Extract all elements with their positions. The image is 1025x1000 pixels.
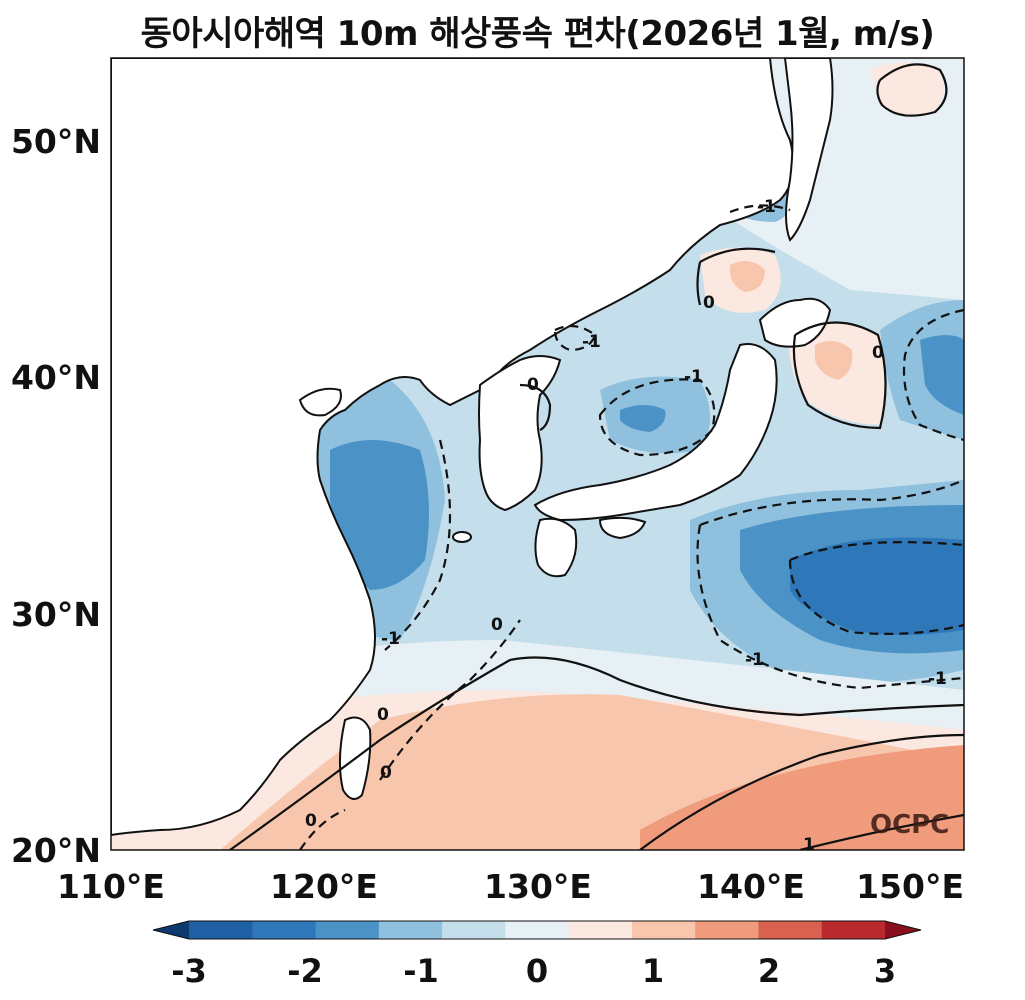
- contour-label: -1: [928, 669, 947, 689]
- colorbar-bin: [252, 921, 317, 939]
- colorbar-tick-label: 3: [874, 952, 896, 990]
- field-pos-northeast: [870, 62, 944, 117]
- lon-axis: 110°E 120°E 130°E 140°E 150°E: [57, 867, 964, 906]
- contour-zero-korea: [519, 383, 552, 431]
- colorbar-bin: [442, 921, 506, 939]
- contour-label: -1: [757, 197, 776, 217]
- colorbar-bin: [568, 921, 633, 939]
- contour-zero-hokkaido: [696, 247, 776, 306]
- land-jeju: [452, 531, 472, 543]
- land-mainland: [111, 58, 795, 837]
- contour-zero-south: [229, 656, 964, 850]
- contour-zero-ryukyu: [379, 619, 521, 781]
- contour-zero-taiwan: [299, 808, 346, 850]
- land-sakhalin: [783, 58, 834, 242]
- contour-neg-bohai: [553, 324, 597, 352]
- contours: [229, 63, 964, 850]
- contour-label: -1: [381, 629, 400, 649]
- contour-neg-eastsea: [598, 378, 716, 457]
- field-pos-hokkaido-core: [729, 261, 765, 292]
- colorbar-tick-label: 0: [526, 952, 548, 990]
- colorbar-ticks: -3 -2 -1 0 1 2 3: [171, 952, 896, 990]
- field-pos-south-core: [640, 745, 964, 850]
- field-neg-east: [880, 300, 964, 440]
- colorbar-tick-label: -3: [171, 952, 207, 990]
- lon-tick-label: 110°E: [57, 867, 165, 906]
- contour-neg-south: [696, 478, 964, 690]
- field-neg-southjapan-core: [790, 537, 964, 635]
- contour-one-se: [799, 813, 964, 850]
- lon-tick-label: 150°E: [856, 867, 964, 906]
- contour-label-group: -1 0 -1 0 -1 0 -1 -1 -1 0 0 0 0 1: [305, 197, 947, 855]
- contour-label: 0: [527, 375, 539, 395]
- colorbar-bin: [758, 921, 823, 939]
- contour-neg-okhotsk: [729, 204, 791, 214]
- contour-label: 0: [305, 811, 317, 831]
- lon-tick-label: 120°E: [270, 867, 378, 906]
- colorbar-outline: [152, 920, 922, 940]
- land-hokkaido: [758, 297, 832, 348]
- contour-zero-pacific: [792, 321, 887, 430]
- contour-label: 0: [377, 705, 389, 725]
- colorbar-extend-low: [153, 921, 189, 939]
- colorbar-extend-high: [885, 921, 921, 939]
- contour-label: 0: [491, 615, 503, 635]
- ocpc-watermark: OCPC: [870, 810, 949, 840]
- land-kyushu: [534, 517, 578, 578]
- lon-tick-label: 130°E: [484, 867, 592, 906]
- colorbar-bin: [378, 921, 443, 939]
- field-pos-pacific-core: [815, 341, 853, 380]
- land: [111, 58, 834, 837]
- lat-tick-label: 40°N: [11, 358, 101, 397]
- contour-label: -1: [745, 650, 764, 670]
- contour-label: 0: [380, 763, 392, 783]
- contour-one-south: [639, 733, 964, 850]
- colorbar-tick-label: 2: [758, 952, 780, 990]
- colorbar-bin: [315, 921, 380, 939]
- contour-label: 1: [803, 835, 815, 855]
- contour-neg-core: [788, 541, 964, 635]
- lon-tick-label: 140°E: [697, 867, 805, 906]
- field-neg-eastsea-core: [620, 405, 666, 432]
- land-shikoku: [598, 516, 647, 540]
- field-neg-yellowsea-core: [330, 440, 429, 590]
- contour-neg-yellowsea: [384, 439, 452, 651]
- lat-tick-label: 30°N: [11, 595, 101, 634]
- land-shandong: [298, 387, 342, 417]
- lat-axis: 20°N 30°N 40°N 50°N: [11, 122, 101, 870]
- colorbar-bin: [695, 921, 759, 939]
- contour-label: 0: [872, 343, 884, 363]
- lat-tick-label: 50°N: [11, 122, 101, 161]
- colorbar-bin: [505, 921, 570, 939]
- land-honshu: [533, 343, 778, 522]
- colorbar: [152, 920, 922, 940]
- lat-tick-label: 20°N: [11, 831, 101, 870]
- contour-zero-ne: [876, 63, 948, 117]
- colorbar-bin: [821, 921, 886, 939]
- contour-label: 0: [703, 293, 715, 313]
- map-title: 동아시아해역 10m 해상풍속 편차(2026년 1월, m/s): [140, 14, 935, 54]
- colorbar-bin: [189, 921, 253, 939]
- contour-label: -1: [684, 367, 703, 387]
- plot-frame: [110, 57, 965, 851]
- field-neg-east-core: [920, 335, 964, 415]
- colorbar-tick-label: 1: [642, 952, 664, 990]
- colorbar-tick-label: -2: [287, 952, 323, 990]
- contour-label: -1: [582, 332, 601, 352]
- land-korea: [478, 355, 562, 512]
- colorbar-bin: [631, 921, 696, 939]
- contour-neg-east: [902, 308, 964, 442]
- colorbar-tick-label: -1: [403, 952, 439, 990]
